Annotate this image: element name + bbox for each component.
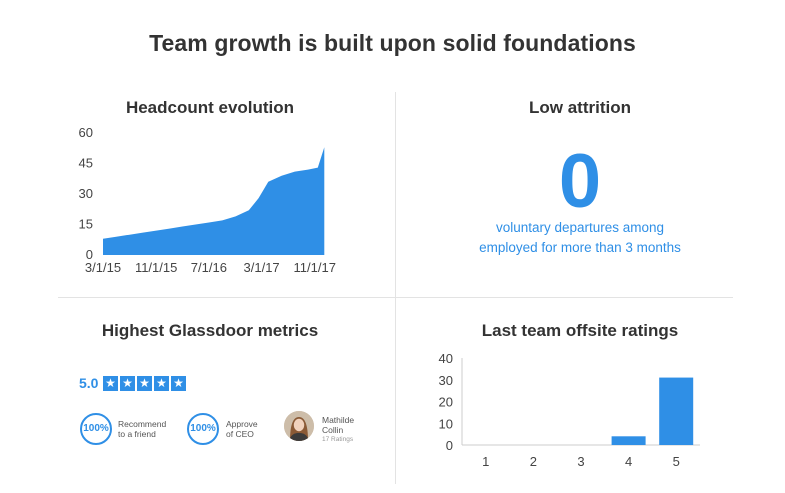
recommend-label-line1: Recommend: [118, 419, 167, 429]
offsite-y-tick: 10: [439, 416, 453, 431]
offsite-x-tick: 1: [482, 454, 489, 469]
ceo-ratings: 17 Ratings: [322, 436, 354, 443]
offsite-y-tick: 20: [439, 395, 453, 410]
star-icon: ★: [120, 376, 135, 391]
ceo-name-line1: Mathilde: [322, 415, 355, 425]
ceo-avatar: [284, 411, 314, 441]
star-icon: ★: [171, 376, 186, 391]
headcount-y-tick: 60: [79, 125, 93, 140]
offsite-title: Last team offsite ratings: [481, 321, 679, 340]
headcount-x-tick: 11/1/17: [294, 260, 336, 275]
ceo-name: Mathilde Collin: [322, 415, 354, 435]
headcount-x-tick: 3/1/17: [244, 260, 280, 275]
approve-label: Approve of CEO: [226, 419, 286, 439]
attrition-caption-line2: employed for more than 3 months: [479, 240, 681, 255]
star-icon: ★: [103, 376, 118, 391]
approve-label-line1: Approve: [226, 419, 258, 429]
glassdoor-score: 5.0: [79, 375, 99, 391]
glassdoor-title: Highest Glassdoor metrics: [101, 321, 319, 340]
offsite-x-tick: 3: [577, 454, 584, 469]
attrition-value: 0: [558, 139, 602, 224]
attrition-caption: voluntary departures among employed for …: [450, 218, 710, 258]
headcount-area: [103, 147, 325, 255]
attrition-caption-line1: voluntary departures among: [495, 220, 665, 235]
star-icon: ★: [137, 376, 152, 391]
headcount-y-tick: 15: [79, 217, 93, 232]
offsite-x-tick: 5: [673, 454, 680, 469]
headcount-y-tick: 30: [79, 186, 93, 201]
vertical-divider: [395, 92, 396, 484]
headcount-x-tick: 3/1/15: [85, 260, 121, 275]
offsite-x-tick: 2: [530, 454, 537, 469]
ceo-name-line2: Collin: [322, 425, 344, 435]
recommend-label-line2: to a friend: [118, 429, 156, 439]
offsite-bar: [659, 377, 694, 445]
ceo-avatar-icon: [284, 411, 314, 441]
headcount-y-tick: 45: [79, 156, 93, 171]
star-rating: ★ ★ ★ ★ ★: [103, 376, 186, 391]
headcount-x-tick: 11/1/15: [135, 260, 177, 275]
star-icon: ★: [154, 376, 169, 391]
attrition-title: Low attrition: [529, 98, 631, 117]
approve-label-line2: of CEO: [226, 429, 254, 439]
headcount-y-tick: 0: [86, 247, 93, 262]
recommend-badge: 100%: [80, 413, 112, 445]
approve-badge: 100%: [187, 413, 219, 445]
offsite-x-tick: 4: [625, 454, 632, 469]
horizontal-divider: [58, 297, 733, 298]
headcount-x-tick: 7/1/16: [191, 260, 227, 275]
offsite-y-tick: 0: [446, 438, 453, 453]
headcount-title: Headcount evolution: [125, 98, 295, 117]
offsite-bar: [611, 436, 646, 445]
page-title: Team growth is built upon solid foundati…: [149, 30, 636, 56]
offsite-y-tick: 30: [439, 373, 453, 388]
recommend-label: Recommend to a friend: [118, 419, 178, 439]
offsite-y-tick: 40: [439, 351, 453, 366]
